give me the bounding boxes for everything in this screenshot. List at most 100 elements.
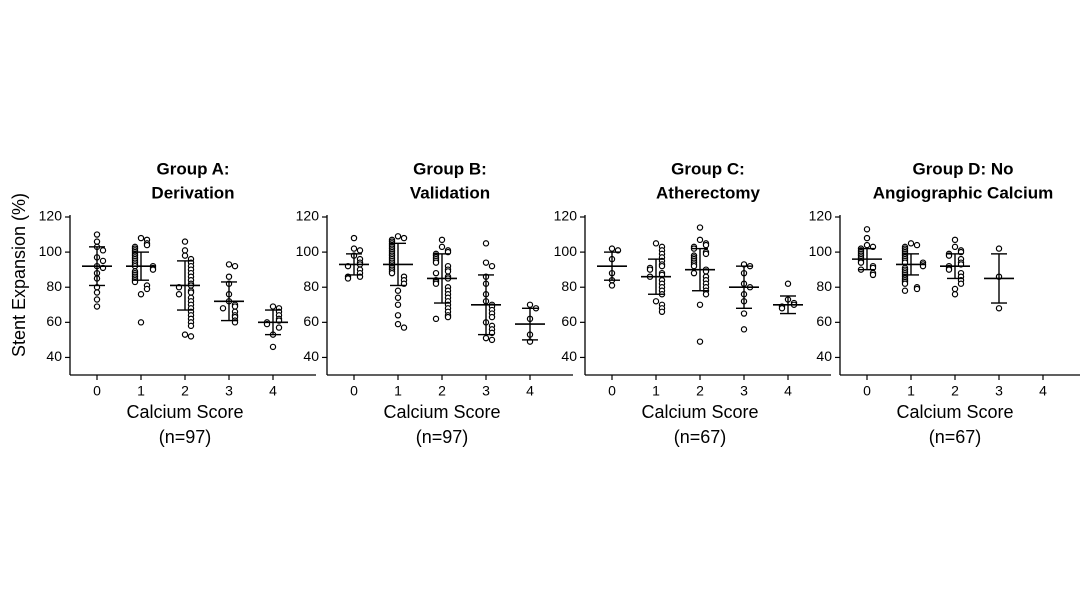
data-point [388, 269, 396, 277]
data-point [482, 240, 490, 247]
sample-size: (n=97) [416, 427, 469, 447]
data-point [350, 234, 358, 242]
sample-size: (n=97) [159, 427, 212, 447]
data-point [143, 241, 151, 249]
y-axis-label: Stent Expansion (%) [9, 193, 29, 357]
data-point [99, 247, 107, 254]
data-point [863, 241, 871, 249]
data-point [394, 294, 402, 301]
data-point [646, 266, 654, 273]
data-point [269, 343, 277, 351]
data-point [857, 259, 865, 266]
y-tick-label: 60 [561, 313, 577, 329]
x-tick-label: 2 [696, 383, 704, 399]
data-point [488, 313, 496, 321]
data-point [432, 259, 440, 266]
y-tick-label: 80 [303, 278, 319, 294]
data-point [181, 252, 189, 259]
sample-size: (n=67) [929, 427, 982, 447]
x-tick-label: 4 [1039, 383, 1047, 399]
y-tick-label: 60 [46, 313, 62, 329]
data-point [137, 291, 145, 298]
data-point [740, 326, 748, 333]
data-point [652, 298, 660, 305]
x-tick-label: 3 [482, 383, 490, 399]
data-point [187, 333, 195, 340]
y-tick-label: 40 [46, 348, 62, 364]
panel-title: Validation [410, 183, 490, 202]
data-point [400, 324, 408, 331]
data-point [995, 245, 1003, 252]
x-tick-label: 1 [137, 383, 145, 399]
data-point [951, 236, 959, 244]
x-tick-label: 3 [225, 383, 233, 399]
x-tick-label: 2 [438, 383, 446, 399]
data-point [432, 269, 440, 277]
data-point [913, 241, 921, 249]
panel-title: Atherectomy [656, 183, 760, 202]
data-point [438, 243, 446, 251]
panel-title: Group D: No [912, 159, 1013, 178]
data-point [696, 236, 704, 244]
data-point [143, 285, 151, 293]
panel-title: Group A: [156, 159, 229, 178]
data-point [269, 303, 277, 310]
data-point [137, 319, 145, 326]
data-point [907, 240, 915, 247]
x-tick-label: 0 [608, 383, 616, 399]
data-point [225, 261, 233, 268]
data-point [951, 243, 959, 251]
x-axis-label: Calcium Score [641, 402, 758, 422]
data-point [863, 226, 871, 233]
data-point [951, 285, 959, 293]
data-point [957, 280, 965, 287]
x-tick-label: 0 [863, 383, 871, 399]
data-point [702, 241, 710, 249]
data-point [93, 289, 101, 296]
x-tick-label: 3 [995, 383, 1003, 399]
data-point [400, 234, 408, 242]
y-tick-label: 60 [303, 313, 319, 329]
y-tick-label: 100 [809, 243, 833, 259]
data-point [394, 287, 402, 294]
data-point [696, 301, 704, 308]
data-point [778, 305, 786, 312]
data-point [608, 282, 616, 289]
sample-size: (n=67) [674, 427, 727, 447]
data-point [444, 313, 452, 321]
y-tick-label: 80 [561, 278, 577, 294]
data-point [344, 275, 352, 282]
data-point [350, 245, 358, 252]
data-point [149, 266, 157, 273]
data-point [432, 315, 440, 323]
data-point [394, 312, 402, 319]
y-tick-label: 100 [39, 243, 63, 259]
data-point [93, 231, 101, 238]
data-point [181, 331, 189, 338]
data-point [658, 308, 666, 315]
data-point [995, 305, 1003, 312]
y-tick-label: 100 [296, 243, 320, 259]
y-tick-label: 40 [816, 348, 832, 364]
data-point [526, 301, 534, 308]
data-point [93, 296, 101, 303]
x-tick-label: 0 [350, 383, 358, 399]
x-tick-label: 1 [907, 383, 915, 399]
data-point [356, 247, 364, 254]
data-point [863, 234, 871, 242]
data-point [702, 250, 710, 258]
data-point [175, 291, 183, 298]
x-tick-label: 1 [652, 383, 660, 399]
data-point [93, 303, 101, 310]
data-point [690, 262, 698, 270]
y-tick-label: 120 [39, 208, 63, 224]
data-point [99, 257, 107, 265]
data-point [488, 336, 496, 344]
data-point [901, 287, 909, 294]
data-point [913, 285, 921, 293]
y-tick-label: 80 [46, 278, 62, 294]
data-point [702, 291, 710, 298]
data-point [225, 273, 233, 280]
panel-title: Group B: [413, 159, 487, 178]
data-point [488, 262, 496, 270]
